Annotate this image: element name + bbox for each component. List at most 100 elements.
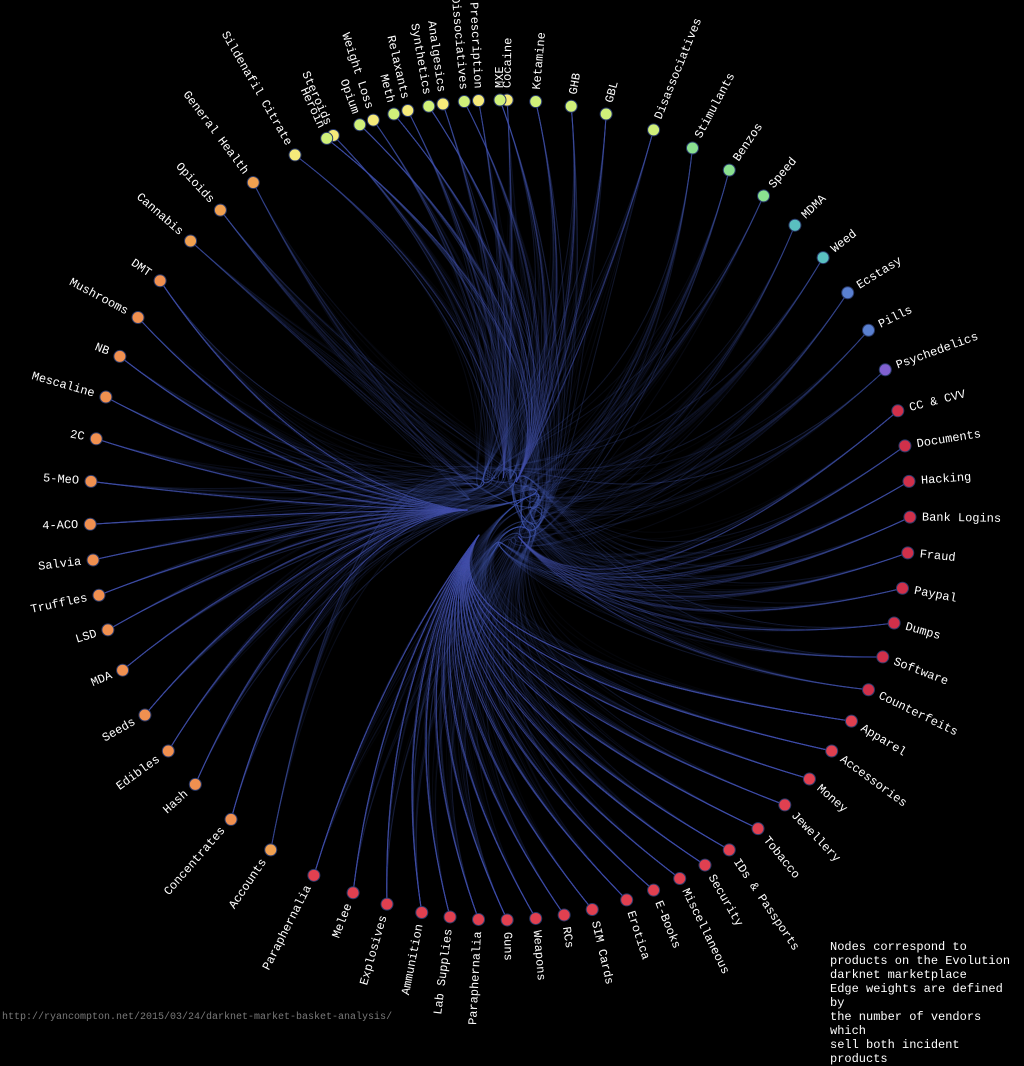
node-label: Drug Paraphernalia (464, 931, 485, 1024)
node-dot (723, 164, 735, 176)
node-dot (586, 903, 598, 915)
node-label: 4-ACO (42, 518, 78, 533)
node-dot (896, 582, 908, 594)
edge (108, 104, 493, 630)
node-label: Ketamine (530, 32, 549, 91)
node-dot (899, 440, 911, 452)
node-label: Truffles (29, 591, 88, 617)
node-label: Accounts (226, 856, 270, 912)
node-label: MXE (493, 66, 507, 88)
node-dot (214, 204, 226, 216)
node-label: Fraud (919, 547, 956, 565)
node-dot (117, 664, 129, 676)
node-label: Mushrooms (67, 275, 131, 318)
node-dot (437, 98, 449, 110)
node-label: Erotica (624, 909, 653, 961)
node-label: 5-MeO (43, 471, 80, 487)
node-dot (458, 96, 470, 108)
node-label: Dissociatives (448, 0, 470, 90)
node-dot (402, 105, 414, 117)
edge-layer (90, 100, 910, 920)
node-label: NB (93, 340, 112, 358)
node-dot (903, 475, 915, 487)
node-dot (817, 252, 829, 264)
node-label: Weapons (530, 930, 548, 981)
node-dot (367, 114, 379, 126)
node-label: Accessories (837, 753, 909, 811)
node-dot (686, 142, 698, 154)
node-dot (902, 547, 914, 559)
node-dot (388, 108, 400, 120)
node-label: Disassociatives (652, 16, 705, 121)
node-dot (354, 119, 366, 131)
node-dot (600, 108, 612, 120)
node-dot (621, 894, 633, 906)
node-dot (444, 911, 456, 923)
node-dot (558, 909, 570, 921)
source-url: http://ryancompton.net/2015/03/24/darkne… (2, 1012, 392, 1023)
node-dot (308, 869, 320, 881)
node-label: Bank Logins (922, 511, 1001, 526)
node-dot (162, 745, 174, 757)
node-dot (648, 884, 660, 896)
node-label: Jewellery (788, 809, 843, 865)
node-dot (530, 912, 542, 924)
node-dot (674, 873, 686, 885)
node-dot (779, 799, 791, 811)
node-label: CC & CVV (908, 387, 968, 415)
node-label: Concentrates (161, 824, 228, 898)
node-dot (803, 773, 815, 785)
node-dot (247, 177, 259, 189)
node-label: Opioids (173, 160, 218, 206)
node-label: General Health (180, 88, 252, 177)
node-label: Salvia (37, 555, 82, 574)
node-dot (789, 219, 801, 231)
edge (138, 318, 467, 820)
node-label: Money (814, 782, 850, 816)
node-label: Sildenafil Citrate (218, 29, 295, 148)
node-label: Apparel (858, 721, 908, 759)
node-dot (189, 778, 201, 790)
node-dot (863, 324, 875, 336)
node-dot (139, 709, 151, 721)
node-dot (185, 235, 197, 247)
node-dot (423, 100, 435, 112)
node-label: Seeds (100, 715, 138, 745)
node-dot (114, 350, 126, 362)
node-label: E-Books (651, 899, 683, 951)
node-label: Explosives (357, 914, 390, 987)
node-dot (85, 475, 97, 487)
node-dot (845, 715, 857, 727)
node-dot (877, 651, 889, 663)
node-dot (90, 433, 102, 445)
node-dot (904, 511, 916, 523)
node-dot (347, 887, 359, 899)
node-dot (265, 844, 277, 856)
node-dot (826, 745, 838, 757)
node-label: Paypal (913, 584, 958, 606)
node-label: Ammunition (399, 923, 426, 996)
node-dot (132, 312, 144, 324)
node-label: GBL (603, 80, 622, 104)
node-label: Hacking (920, 470, 971, 487)
node-label: Lab Supplies (431, 928, 455, 1015)
node-dot (154, 275, 166, 287)
node-label: Tobacco (760, 834, 803, 882)
node-label: Pills (876, 303, 915, 331)
node-label: Documents (916, 427, 982, 451)
edge (138, 318, 467, 820)
edge (91, 318, 467, 510)
caption-text: Nodes correspond to products on the Evol… (830, 940, 1024, 1066)
node-label: 2C (69, 427, 86, 443)
node-dot (648, 124, 660, 136)
edge-bundling-network: CocainePrescriptionAnalgesicsRelaxantsWe… (0, 0, 1024, 1024)
node-dot (473, 95, 485, 107)
node-label: Cannabis (133, 190, 186, 238)
node-label: Weed (828, 227, 859, 256)
edge (531, 170, 869, 690)
node-dot (758, 190, 770, 202)
edge (314, 370, 885, 876)
node-dot (473, 913, 485, 925)
node-dot (289, 149, 301, 161)
node-label: Security (705, 872, 746, 929)
